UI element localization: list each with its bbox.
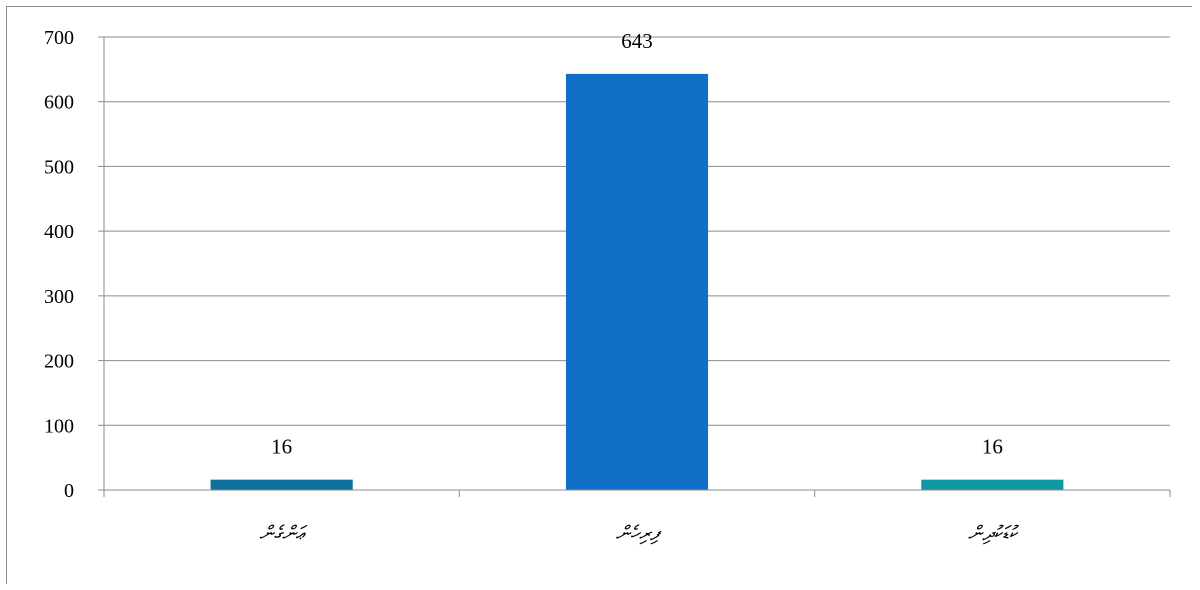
data-labels: 16 643 16 [271, 29, 1003, 459]
bar [921, 479, 1064, 490]
bars [210, 73, 1064, 490]
y-tick-label: 400 [44, 221, 74, 243]
y-tick-label: 600 [44, 92, 74, 114]
data-label: 643 [621, 29, 653, 53]
chart-frame [6, 6, 1192, 584]
bar [210, 479, 353, 490]
y-tick-label: 0 [64, 480, 74, 502]
x-category-label: ކުޑަކުދިން [968, 523, 1019, 545]
y-tick-label: 700 [44, 27, 74, 49]
x-category-label: ޢަންގެން [259, 523, 308, 545]
x-axis-category-labels: ޢަންގެން ފިރިހެން ކުޑަކުދިން [259, 523, 1019, 545]
data-label: 16 [271, 435, 292, 459]
data-label: 16 [982, 435, 1003, 459]
y-tick-label: 300 [44, 286, 74, 308]
y-axis-ticks: 0 100 200 300 400 500 600 700 [44, 27, 105, 502]
y-tick-label: 200 [44, 351, 74, 373]
x-axis [103, 489, 1171, 497]
x-category-label: ފިރިހެން [616, 523, 662, 545]
y-tick-label: 100 [44, 415, 74, 437]
y-tick-label: 500 [44, 156, 74, 178]
bar [565, 73, 709, 490]
